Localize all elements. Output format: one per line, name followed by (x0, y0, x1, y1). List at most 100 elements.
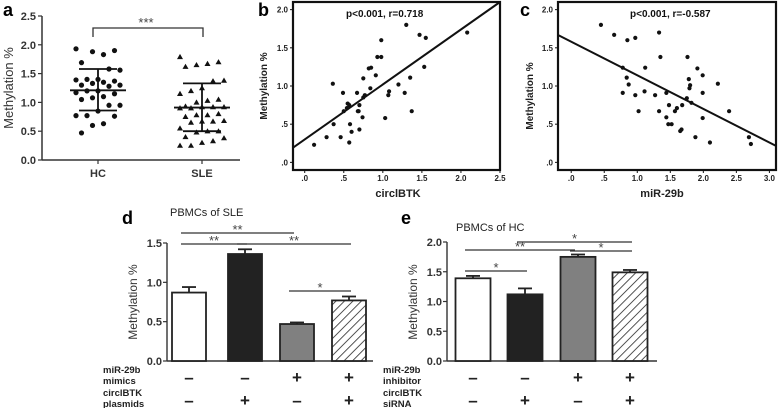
panel-e-ytick-label: 2.0 (427, 237, 442, 249)
panel-d-bar (171, 291, 207, 362)
panel-e-sign: – (468, 391, 477, 408)
panel-a-ytick-label: 2.5 (21, 11, 36, 23)
panel-c-point (669, 122, 674, 127)
panel-a-point-hc (111, 78, 118, 84)
panel-c-point (695, 66, 700, 71)
panel-a-ylabel: Methylation % (1, 47, 16, 129)
panel-b-point (347, 140, 352, 145)
panel-a-point-sle (193, 61, 200, 68)
panel-b-ytick-label: .5 (281, 120, 288, 129)
panel-a-point-hc (100, 51, 107, 58)
panel-a-point-hc (84, 76, 90, 82)
panel-a-point-sle (177, 142, 183, 148)
panel-d-bar (331, 299, 367, 362)
panel-b-point (361, 76, 366, 81)
panel-d-title: PBMCs of SLE (170, 207, 243, 219)
panel-d-row-sublabel: plasmids (103, 399, 144, 408)
panel-c-fit-line (557, 34, 777, 147)
panel-d-row-label: miR-29b (103, 365, 141, 376)
panel-a-xtick-label: HC (90, 168, 106, 180)
panel-e-sign: + (520, 391, 530, 408)
panel-c-point (700, 73, 705, 78)
panel-a-point-sle (199, 139, 205, 145)
panel-b-point (465, 30, 470, 35)
panel-a-point-sle (210, 118, 216, 124)
panel-e-sign: – (520, 368, 529, 387)
panel-b-xtick-label: 1.5 (416, 174, 428, 183)
panel-c-ytick-label: .0 (546, 158, 553, 167)
panel-a-point-sle (182, 113, 189, 119)
panel-b-ytick-label: 2.0 (277, 6, 289, 15)
panel-c-point (746, 135, 752, 140)
panel-b-point (423, 35, 428, 40)
panel-d-row-sublabel: mimics (103, 376, 136, 387)
panel-a-significance: *** (138, 15, 153, 30)
panel-a-xtick-label: SLE (191, 168, 212, 180)
panel-a-point-sle (177, 90, 183, 96)
panel-a-point-hc (73, 90, 79, 96)
panel-letter-d: d (122, 208, 133, 228)
panel-a-point-sle (210, 137, 216, 144)
panel-a-point-hc (78, 60, 85, 66)
panel-c-point (636, 109, 641, 114)
panel-c-xtick-label: .5 (601, 174, 608, 183)
panel-b-xtick-label: 1.0 (377, 174, 389, 183)
panel-b-point (340, 90, 346, 95)
panel-a-point-sle (188, 142, 194, 148)
panel-b-fit-line (292, 1, 501, 149)
panel-b-point (356, 109, 361, 114)
panel-b-point (375, 54, 380, 60)
panel-c-point (715, 81, 720, 86)
panel-e-sign: + (573, 368, 583, 387)
panel-a-point-hc (111, 47, 118, 54)
panel-e-row-sublabel: inhibitor (383, 376, 421, 387)
panel-a-point-sle (188, 87, 194, 94)
panel-c-ytick-label: 1.0 (542, 82, 554, 91)
panel-b-point (349, 129, 354, 134)
panel-e-significance-label: * (572, 231, 577, 246)
panel-c-ytick-label: 1.5 (542, 44, 554, 53)
panel-b-annotation: p<0.001, r=0.718 (346, 9, 424, 20)
panel-c-point (693, 135, 698, 140)
panel-a-point-sle (204, 112, 211, 118)
panel-d-ylabel: Methylation % (126, 264, 140, 340)
panel-c-point (666, 102, 672, 108)
panel-e-ytick-label: 0.5 (427, 326, 442, 338)
panel-a-point-sle (221, 135, 227, 141)
panel-d-bar (227, 253, 263, 362)
panel-a-point-hc (117, 102, 123, 108)
panel-e-ytick-label: 1.5 (427, 267, 442, 279)
panel-a-point-hc (100, 94, 107, 100)
panel-a-point-sle (215, 96, 222, 102)
panel-c-point (642, 89, 647, 94)
panel-c-point (700, 115, 705, 121)
panel-a-ytick-label: 0.0 (21, 155, 36, 167)
panel-b-point (331, 122, 336, 127)
panel-b-ytick-label: 1.5 (277, 44, 289, 53)
panel-b-point (338, 135, 343, 140)
panel-b-point (311, 142, 317, 147)
panel-d-ytick-label: 1.5 (147, 238, 162, 250)
panel-d-sign: – (292, 391, 301, 408)
panel-letter-e: e (401, 208, 411, 228)
panel-a-point-hc (106, 102, 112, 108)
panel-b-ytick-label: 1.0 (277, 82, 289, 91)
panel-d-ytick-label: 0.0 (147, 356, 162, 368)
panel-e-bar (454, 277, 492, 362)
panel-b-point (386, 89, 392, 94)
panel-c-point (612, 32, 617, 37)
panel-e-significance-label: ** (515, 239, 525, 254)
panel-e-sign: + (625, 391, 635, 408)
panel-letter-a: a (3, 0, 14, 20)
panel-d-sign: + (344, 391, 354, 408)
panel-b-point (369, 65, 374, 70)
panel-b-point (417, 32, 422, 37)
panel-e-sign: – (468, 368, 477, 387)
panel-c-xtick-label: 1.0 (632, 174, 644, 183)
panel-a-point-hc (117, 82, 123, 88)
panel-letter-c: c (520, 0, 530, 20)
panel-e-ylabel: Methylation % (406, 264, 420, 340)
panel-c-point (685, 54, 690, 60)
panel-a-point-sle (193, 99, 200, 105)
panel-c-point (666, 122, 671, 127)
